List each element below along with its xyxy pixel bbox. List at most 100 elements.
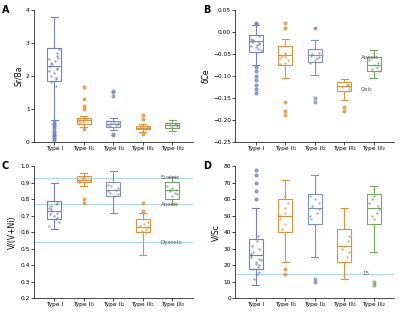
Point xyxy=(250,38,256,43)
Point xyxy=(77,179,84,184)
Point xyxy=(54,54,60,59)
Text: Dysoxic: Dysoxic xyxy=(160,240,182,245)
Point xyxy=(105,119,112,124)
Point xyxy=(54,67,60,72)
Point xyxy=(53,202,60,207)
Point xyxy=(113,122,119,127)
Point xyxy=(51,59,58,64)
Point xyxy=(48,80,55,85)
Point xyxy=(80,175,87,180)
Point xyxy=(255,34,262,39)
Point xyxy=(141,222,147,227)
Point xyxy=(80,117,87,122)
Point xyxy=(253,45,259,50)
Point xyxy=(174,123,180,128)
Point xyxy=(48,208,55,213)
Point xyxy=(316,200,322,205)
Point xyxy=(48,203,54,208)
Point xyxy=(174,192,180,197)
Point xyxy=(250,266,256,271)
Point xyxy=(371,194,377,199)
Point xyxy=(281,60,288,65)
Point xyxy=(255,246,262,251)
Point xyxy=(173,187,180,192)
Point xyxy=(114,121,121,126)
Point xyxy=(47,64,53,69)
Point xyxy=(173,121,180,126)
Point xyxy=(279,54,285,59)
Point xyxy=(314,210,320,215)
Point xyxy=(105,189,111,194)
Point xyxy=(282,210,288,215)
Point xyxy=(374,64,380,69)
Point xyxy=(307,194,313,199)
Point xyxy=(46,57,52,62)
Point xyxy=(250,276,257,281)
Point xyxy=(254,271,260,276)
Point xyxy=(83,178,90,183)
Point xyxy=(54,65,60,70)
Point xyxy=(164,184,170,189)
Point xyxy=(341,243,347,248)
Point xyxy=(54,200,60,205)
Y-axis label: V/Sc: V/Sc xyxy=(212,224,221,241)
Point xyxy=(258,48,264,53)
Point xyxy=(371,62,377,67)
Point xyxy=(169,124,176,129)
Point xyxy=(371,217,377,222)
Point xyxy=(253,259,259,264)
Point xyxy=(248,44,255,49)
Point xyxy=(258,258,264,263)
Point xyxy=(281,222,288,227)
Point xyxy=(108,184,114,189)
Point xyxy=(56,47,62,52)
Point xyxy=(374,210,380,215)
Point xyxy=(312,58,318,63)
Point xyxy=(342,259,349,264)
Point xyxy=(167,189,174,194)
Point xyxy=(308,54,314,59)
Point xyxy=(344,238,351,243)
Point xyxy=(249,243,256,248)
Text: B: B xyxy=(203,5,211,15)
Point xyxy=(46,223,52,228)
Point xyxy=(346,86,352,91)
Point xyxy=(106,190,113,195)
Point xyxy=(277,61,283,66)
Y-axis label: Sr/Ba: Sr/Ba xyxy=(14,66,23,86)
Point xyxy=(277,213,283,218)
Point xyxy=(106,123,113,128)
Point xyxy=(314,56,320,61)
Point xyxy=(56,220,62,225)
Point xyxy=(169,185,176,190)
Point xyxy=(344,254,350,259)
Point xyxy=(284,58,291,63)
Point xyxy=(256,42,262,47)
Point xyxy=(46,69,52,74)
Point xyxy=(76,179,82,184)
Point xyxy=(255,233,262,238)
Point xyxy=(139,228,146,233)
Point xyxy=(114,120,121,125)
Point xyxy=(279,227,285,232)
Point xyxy=(312,197,318,202)
Point xyxy=(113,187,119,192)
Point xyxy=(309,51,316,56)
Point xyxy=(144,220,151,225)
Point xyxy=(369,197,375,202)
Point xyxy=(346,250,352,255)
Point xyxy=(316,55,322,60)
Point xyxy=(77,120,84,125)
Y-axis label: δCe: δCe xyxy=(201,69,210,83)
Point xyxy=(167,188,174,193)
Point xyxy=(277,217,284,222)
Point xyxy=(248,251,254,256)
Point xyxy=(282,50,288,55)
Point xyxy=(376,69,382,74)
Point xyxy=(52,77,59,82)
Point xyxy=(110,194,117,199)
Point xyxy=(80,118,87,123)
Point xyxy=(49,62,55,67)
Text: Anoxic: Anoxic xyxy=(360,55,379,60)
Point xyxy=(46,205,52,210)
